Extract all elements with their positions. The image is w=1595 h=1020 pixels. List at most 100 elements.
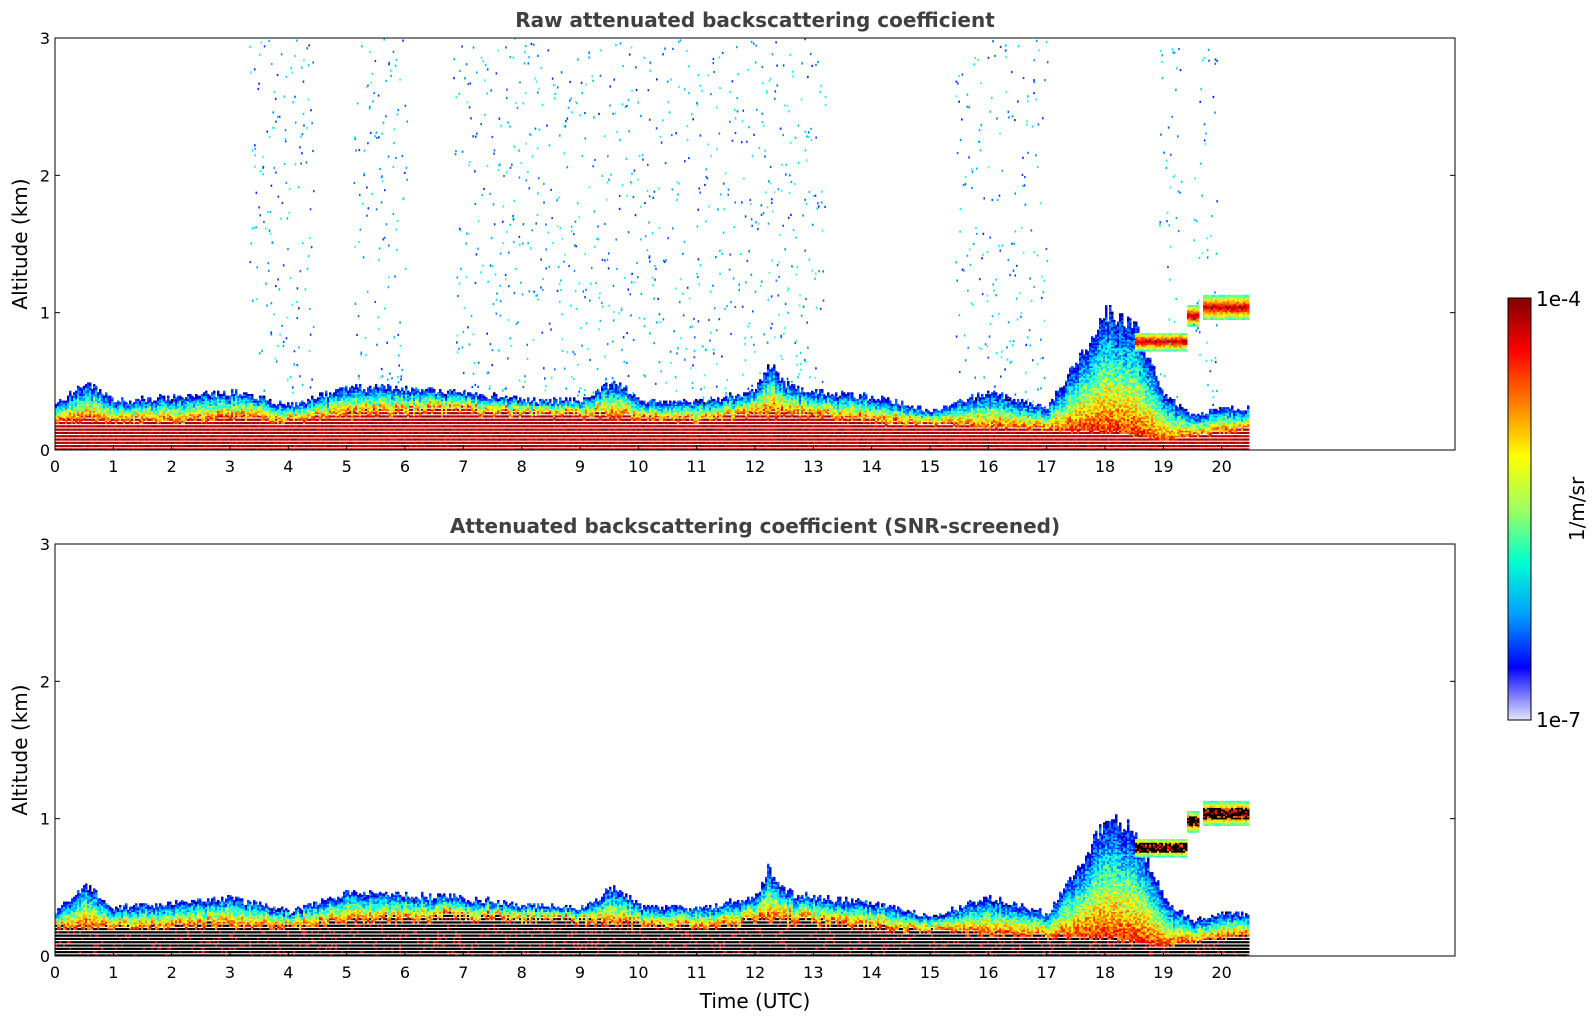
backscatter-cell bbox=[383, 385, 386, 388]
backscatter-cell bbox=[393, 418, 396, 421]
backscatter-cell bbox=[319, 400, 322, 403]
backscatter-cell bbox=[111, 405, 114, 408]
backscatter-cell bbox=[261, 428, 264, 431]
backscatter-cell bbox=[275, 428, 278, 431]
backscatter-cell bbox=[77, 392, 80, 395]
noise-speckle bbox=[277, 115, 279, 119]
backscatter-cell bbox=[291, 405, 294, 408]
backscatter-cell bbox=[323, 403, 326, 407]
backscatter-cell bbox=[235, 445, 238, 448]
backscatter-cell bbox=[337, 438, 340, 441]
backscatter-cell bbox=[413, 412, 416, 415]
backscatter-cell bbox=[191, 397, 194, 400]
backscatter-cell bbox=[259, 425, 262, 428]
backscatter-cell bbox=[81, 428, 84, 431]
backscatter-cell bbox=[297, 408, 300, 411]
backscatter-cell bbox=[397, 428, 400, 431]
noise-speckle bbox=[273, 127, 276, 130]
backscatter-cell bbox=[251, 393, 254, 397]
backscatter-cell bbox=[259, 438, 262, 441]
backscatter-cell bbox=[279, 445, 282, 448]
backscatter-cell bbox=[249, 418, 252, 421]
backscatter-cell bbox=[229, 410, 232, 413]
noise-speckle bbox=[360, 353, 362, 356]
backscatter-cell bbox=[327, 445, 330, 448]
backscatter-cell bbox=[295, 425, 298, 428]
backscatter-cell bbox=[425, 445, 428, 448]
backscatter-cell bbox=[143, 445, 146, 448]
backscatter-cell bbox=[231, 415, 234, 418]
backscatter-cell bbox=[399, 398, 402, 402]
backscatter-cell bbox=[397, 407, 400, 410]
backscatter-cell bbox=[377, 413, 380, 416]
backscatter-cell bbox=[359, 431, 362, 435]
backscatter-cell bbox=[109, 421, 112, 425]
backscatter-cell bbox=[131, 428, 134, 431]
backscatter-cell bbox=[157, 425, 160, 428]
backscatter-cell bbox=[105, 395, 108, 398]
backscatter-cell bbox=[129, 407, 132, 410]
backscatter-cell bbox=[279, 402, 282, 405]
backscatter-cell bbox=[151, 413, 154, 416]
backscatter-cell bbox=[323, 412, 326, 415]
backscatter-cell bbox=[159, 438, 162, 441]
backscatter-cell bbox=[207, 435, 210, 438]
backscatter-cell bbox=[89, 421, 92, 425]
backscatter-cell bbox=[233, 395, 236, 398]
noise-speckle bbox=[284, 128, 287, 132]
backscatter-cell bbox=[421, 428, 424, 431]
backscatter-cell bbox=[437, 405, 440, 408]
backscatter-cell bbox=[243, 400, 246, 403]
backscatter-cell bbox=[417, 421, 420, 425]
backscatter-cell bbox=[111, 400, 114, 403]
backscatter-cell bbox=[237, 425, 240, 428]
backscatter-cell bbox=[119, 448, 122, 450]
backscatter-cell bbox=[219, 441, 222, 444]
backscatter-cell bbox=[429, 431, 432, 435]
backscatter-cell bbox=[269, 448, 272, 450]
backscatter-cell bbox=[183, 412, 186, 415]
backscatter-cell bbox=[351, 385, 354, 388]
backscatter-cell bbox=[253, 438, 256, 441]
noise-speckle bbox=[269, 232, 272, 235]
noise-speckle bbox=[373, 92, 376, 95]
backscatter-cell bbox=[201, 408, 204, 411]
backscatter-cell bbox=[427, 408, 430, 411]
backscatter-cell bbox=[245, 397, 248, 400]
backscatter-cell bbox=[341, 398, 344, 402]
backscatter-cell bbox=[145, 441, 148, 444]
backscatter-cell bbox=[173, 425, 176, 428]
backscatter-cell bbox=[171, 400, 174, 403]
backscatter-cell bbox=[101, 445, 104, 448]
backscatter-cell bbox=[427, 403, 430, 407]
backscatter-cell bbox=[141, 398, 144, 402]
backscatter-cell bbox=[69, 390, 72, 393]
backscatter-cell bbox=[285, 428, 288, 431]
noise-speckle bbox=[382, 238, 385, 241]
backscatter-cell bbox=[375, 392, 378, 395]
backscatter-cell bbox=[203, 410, 206, 413]
backscatter-cell bbox=[341, 438, 344, 441]
backscatter-cell bbox=[175, 448, 178, 450]
backscatter-cell bbox=[163, 435, 166, 438]
backscatter-cell bbox=[195, 441, 198, 444]
backscatter-cell bbox=[399, 445, 402, 448]
backscatter-cell bbox=[89, 441, 92, 444]
backscatter-cell bbox=[237, 413, 240, 416]
backscatter-cell bbox=[329, 415, 332, 418]
backscatter-cell bbox=[353, 390, 356, 393]
backscatter-cell bbox=[357, 425, 360, 428]
backscatter-cell bbox=[233, 441, 236, 444]
backscatter-cell bbox=[257, 407, 260, 410]
backscatter-cell bbox=[163, 412, 166, 415]
backscatter-cell bbox=[83, 425, 86, 428]
backscatter-cell bbox=[147, 418, 150, 421]
backscatter-cell bbox=[155, 415, 158, 418]
backscatter-cell bbox=[163, 428, 166, 431]
backscatter-cell bbox=[55, 413, 58, 416]
backscatter-cell bbox=[337, 431, 340, 435]
backscatter-cell bbox=[395, 403, 398, 407]
backscatter-cell bbox=[369, 428, 372, 431]
backscatter-cell bbox=[75, 445, 78, 448]
backscatter-cell bbox=[345, 421, 348, 425]
